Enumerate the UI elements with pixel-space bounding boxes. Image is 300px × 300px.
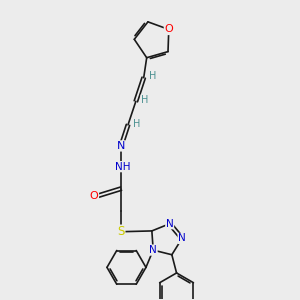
Text: H: H (133, 118, 140, 129)
Text: N: N (166, 219, 173, 229)
Text: O: O (90, 191, 98, 201)
Text: N: N (178, 233, 186, 243)
Text: N: N (149, 245, 157, 255)
Text: O: O (164, 24, 173, 34)
Text: S: S (117, 225, 125, 238)
Text: H: H (149, 71, 156, 81)
Text: N: N (117, 141, 125, 151)
Text: NH: NH (115, 162, 131, 172)
Text: H: H (141, 95, 148, 105)
